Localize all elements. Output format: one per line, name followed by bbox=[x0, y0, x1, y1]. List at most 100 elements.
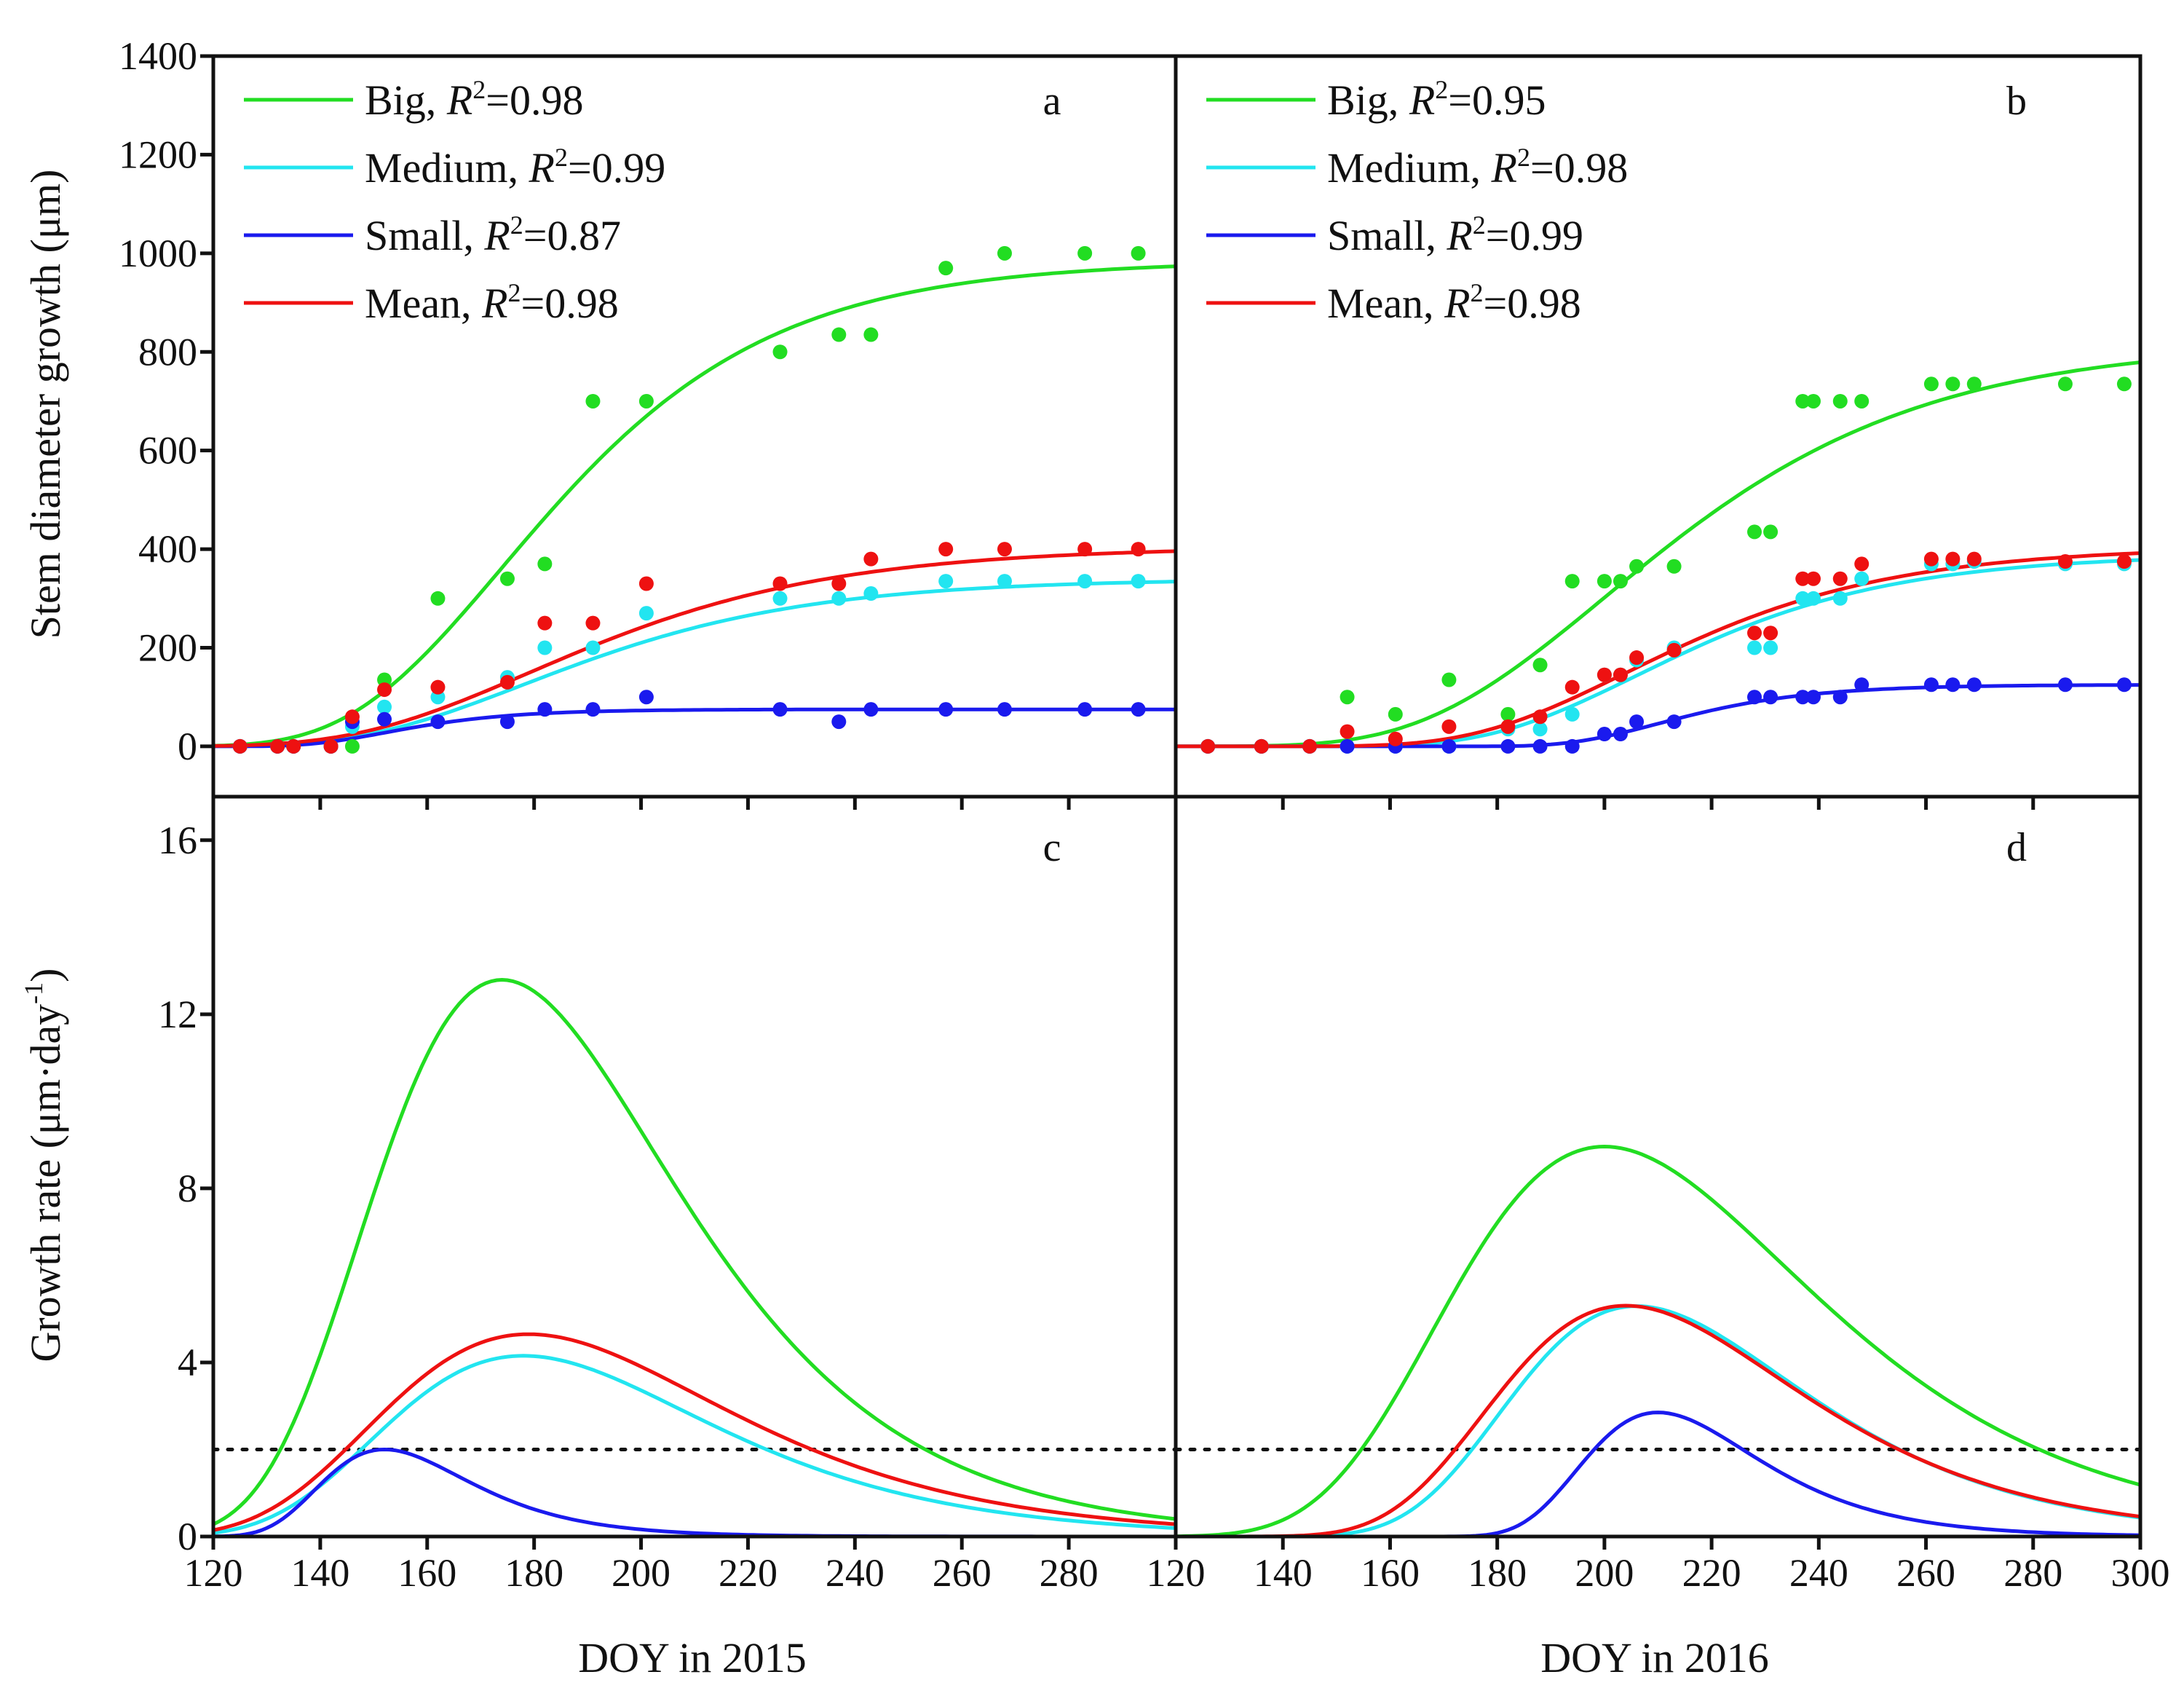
point-small bbox=[1077, 702, 1093, 717]
legend-item-small: Small, R2=0.87 bbox=[244, 210, 621, 259]
point-small bbox=[997, 702, 1012, 717]
point-medium bbox=[1564, 706, 1580, 722]
point-mean bbox=[344, 709, 360, 725]
point-mean bbox=[1966, 551, 1982, 567]
curve-mean bbox=[1176, 551, 2141, 749]
point-mean bbox=[2116, 554, 2132, 569]
point-small bbox=[1923, 677, 1939, 693]
point-medium bbox=[1077, 574, 1093, 589]
y-tick-label: 800 bbox=[138, 330, 197, 374]
point-mean bbox=[938, 542, 954, 557]
panel-a: 0 200 400 600 800 1000 1200 1400 a Big, R2=0.98 Me… bbox=[119, 34, 1178, 799]
point-mean bbox=[1945, 551, 1961, 567]
x-tick-label: 120 bbox=[1147, 1551, 1206, 1595]
point-mean bbox=[270, 738, 285, 754]
legend-item-big: Big, R2=0.95 bbox=[1206, 75, 1546, 124]
point-small bbox=[1340, 738, 1355, 754]
point-mean bbox=[1854, 556, 1870, 572]
point-big bbox=[1500, 706, 1516, 722]
point-mean bbox=[2057, 554, 2073, 569]
point-mean bbox=[1666, 642, 1682, 658]
point-mean bbox=[1388, 731, 1403, 746]
panel-label: b bbox=[2006, 79, 2027, 124]
point-mean bbox=[286, 738, 301, 754]
point-mean bbox=[1500, 719, 1516, 734]
point-big bbox=[1854, 393, 1870, 409]
legend-item-medium: Medium, R2=0.99 bbox=[244, 143, 665, 192]
panel-label: c bbox=[1043, 825, 1061, 870]
y-tick-label: 8 bbox=[178, 1167, 197, 1210]
point-big bbox=[1564, 574, 1580, 589]
point-mean bbox=[997, 542, 1012, 557]
point-small bbox=[831, 714, 847, 730]
point-big bbox=[537, 556, 553, 572]
point-medium bbox=[585, 640, 601, 655]
legend-item-big: Big, R2=0.98 bbox=[244, 75, 583, 124]
panel-label: a bbox=[1043, 79, 1061, 124]
point-small bbox=[1441, 738, 1457, 754]
point-big bbox=[1945, 376, 1961, 392]
point-big bbox=[1805, 393, 1821, 409]
point-mean bbox=[1200, 738, 1216, 754]
point-big bbox=[585, 393, 601, 409]
point-small bbox=[1747, 690, 1762, 705]
point-medium bbox=[377, 699, 392, 714]
point-big bbox=[1763, 524, 1779, 540]
legend-label: Big, R2=0.95 bbox=[1327, 75, 1546, 124]
x-tick-label: 140 bbox=[290, 1551, 349, 1595]
curve-big bbox=[1175, 1144, 2141, 1539]
point-small bbox=[377, 711, 392, 727]
x-tick-label: 200 bbox=[612, 1551, 670, 1595]
point-medium bbox=[997, 574, 1012, 589]
point-small bbox=[1613, 727, 1628, 742]
x-tick-label: 220 bbox=[719, 1551, 778, 1595]
point-medium bbox=[863, 586, 879, 601]
point-small bbox=[1795, 690, 1811, 705]
point-medium bbox=[1747, 640, 1762, 655]
point-small bbox=[1854, 677, 1870, 693]
panel-d: 120 140 160 180 200 220 240 260 280 300 d bbox=[1147, 794, 2170, 1595]
point-medium bbox=[1532, 722, 1548, 737]
legend-label: Big, R2=0.98 bbox=[365, 75, 583, 124]
y-tick-label: 1400 bbox=[119, 34, 197, 78]
curve-small bbox=[1176, 1411, 2141, 1539]
point-mean bbox=[499, 674, 515, 690]
point-mean bbox=[1254, 738, 1269, 754]
point-big bbox=[1388, 706, 1403, 722]
point-small bbox=[1500, 738, 1516, 754]
point-mean bbox=[1923, 551, 1939, 567]
point-small bbox=[938, 702, 954, 717]
y-axis-title-bottom: Growth rate (μm·day-1) bbox=[19, 968, 69, 1362]
x-tick-label: 160 bbox=[1361, 1551, 1420, 1595]
point-big bbox=[1795, 393, 1811, 409]
point-big bbox=[1131, 245, 1146, 261]
y-tick-label: 16 bbox=[158, 819, 197, 862]
legend-label: Medium, R2=0.99 bbox=[365, 143, 665, 192]
point-medium bbox=[537, 640, 553, 655]
x-axis-title-right: DOY in 2016 bbox=[1540, 1634, 1769, 1681]
point-medium bbox=[638, 606, 654, 621]
point-small bbox=[585, 702, 601, 717]
x-tick-label: 120 bbox=[184, 1551, 243, 1595]
point-big bbox=[863, 327, 879, 342]
point-small bbox=[1597, 727, 1612, 742]
point-small bbox=[863, 702, 879, 717]
curve-medium bbox=[1176, 558, 2141, 749]
point-small bbox=[1666, 714, 1682, 730]
point-medium bbox=[772, 591, 788, 606]
point-small bbox=[1131, 702, 1146, 717]
y-tick-label: 12 bbox=[158, 993, 197, 1036]
point-mean bbox=[232, 738, 248, 754]
point-mean bbox=[1340, 724, 1355, 739]
point-big bbox=[1340, 690, 1355, 705]
point-medium bbox=[1854, 571, 1870, 586]
curve-big bbox=[213, 264, 1176, 748]
point-big bbox=[2057, 376, 2073, 392]
point-medium bbox=[1795, 591, 1811, 606]
point-big bbox=[638, 393, 654, 409]
point-mean bbox=[537, 615, 553, 631]
x-tick-label: 180 bbox=[505, 1551, 563, 1595]
x-axis-title-left: DOY in 2015 bbox=[578, 1634, 807, 1681]
x-tick-label: 260 bbox=[933, 1551, 992, 1595]
x-tick-label: 280 bbox=[2003, 1551, 2062, 1595]
